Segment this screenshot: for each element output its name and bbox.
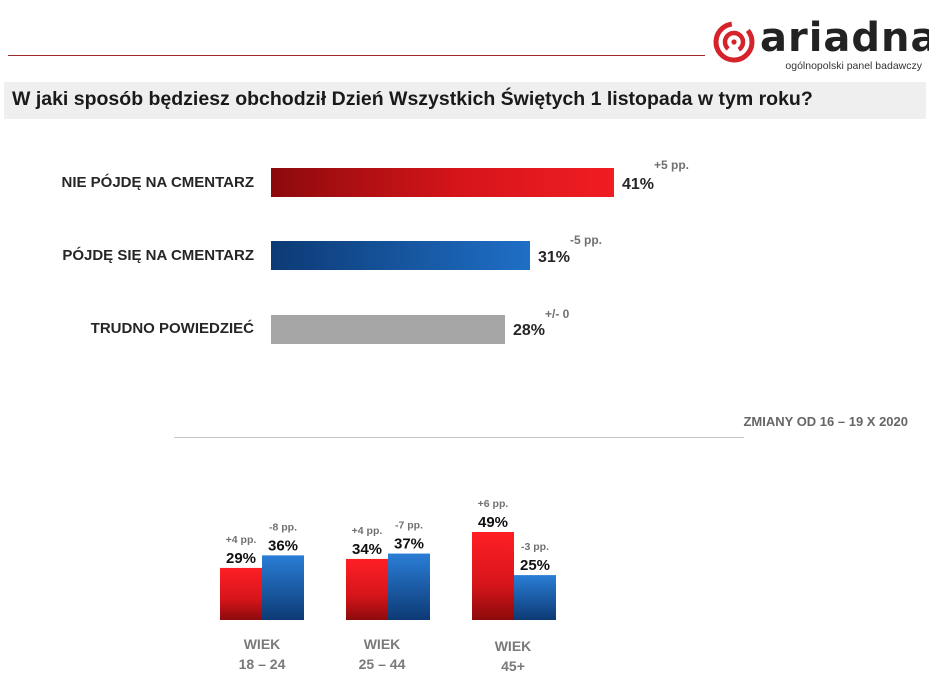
bar-pojde bbox=[271, 241, 530, 270]
bar-nie-pojde bbox=[271, 168, 614, 197]
column-value-nie-pojde-18-24: 29% bbox=[226, 550, 256, 567]
column-change-nie-pojde-25-44: +4 pp. bbox=[352, 525, 383, 537]
brand-name: ariadna bbox=[760, 15, 929, 61]
bar-change-nie-pojde: +5 pp. bbox=[654, 158, 690, 172]
column-pojde-25-44 bbox=[388, 553, 430, 620]
column-value-pojde-45-plus: 25% bbox=[520, 557, 550, 574]
header-divider bbox=[8, 55, 705, 56]
column-nie-pojde-25-44 bbox=[346, 558, 388, 620]
page-title: W jaki sposób będziesz obchodził Dzień W… bbox=[12, 88, 813, 110]
ariadna-logo-mark-icon bbox=[713, 21, 755, 63]
column-change-nie-pojde-18-24: +4 pp. bbox=[226, 534, 257, 546]
bar-value-pojde: 31% bbox=[538, 249, 571, 266]
bar-value-nie-pojde: 41% bbox=[622, 176, 655, 193]
column-nie-pojde-45-plus bbox=[472, 532, 514, 620]
bar-trudno bbox=[271, 315, 505, 344]
brand-tagline: ogólnopolski panel badawczy bbox=[785, 60, 922, 72]
ariadna-logo: ariadna ogólnopolski panel badawczy bbox=[712, 15, 929, 74]
bar-change-trudno: +/- 0 bbox=[545, 307, 570, 321]
bar-label-pojde: PÓJDĘ SIĘ NA CMENTARZ bbox=[62, 247, 254, 264]
age-group-label-45-plus: WIEK 45+ bbox=[468, 636, 558, 676]
age-group-label-18-24: WIEK 18 – 24 bbox=[217, 634, 307, 674]
column-pojde-45-plus bbox=[514, 575, 556, 620]
column-value-nie-pojde-25-44: 34% bbox=[352, 541, 382, 558]
age-group-label-25-44-line2: 25 – 44 bbox=[358, 656, 406, 672]
column-change-nie-pojde-45-plus: +6 pp. bbox=[478, 498, 509, 510]
title-band: W jaki sposób będziesz obchodził Dzień W… bbox=[4, 82, 926, 119]
age-group-label-25-44-line1: WIEK bbox=[363, 636, 401, 652]
age-group-label-18-24-line1: WIEK bbox=[243, 636, 281, 652]
bar-change-pojde: -5 pp. bbox=[570, 233, 602, 247]
column-value-pojde-18-24: 36% bbox=[268, 537, 298, 554]
column-change-pojde-18-24: -8 pp. bbox=[269, 521, 297, 533]
bar-label-trudno: TRUDNO POWIEDZIEĆ bbox=[90, 320, 254, 337]
column-value-nie-pojde-45-plus: 49% bbox=[478, 514, 508, 531]
column-change-pojde-25-44: -7 pp. bbox=[395, 520, 423, 532]
bar-value-trudno: 28% bbox=[513, 322, 546, 339]
age-group-label-45-plus-line1: WIEK bbox=[494, 638, 532, 654]
age-group-label-25-44: WIEK 25 – 44 bbox=[337, 634, 427, 674]
age-group-label-45-plus-line2: 45+ bbox=[501, 658, 525, 674]
age-group-label-18-24-line2: 18 – 24 bbox=[238, 656, 286, 672]
column-value-pojde-25-44: 37% bbox=[394, 536, 424, 553]
changes-period-note: ZMIANY OD 16 – 19 X 2020 bbox=[743, 414, 908, 429]
column-change-pojde-45-plus: -3 pp. bbox=[521, 541, 549, 553]
column-nie-pojde-18-24 bbox=[220, 567, 262, 620]
section-divider bbox=[174, 437, 744, 438]
bar-label-nie-pojde: NIE PÓJDĘ NA CMENTARZ bbox=[61, 174, 254, 191]
column-pojde-18-24 bbox=[262, 555, 304, 620]
